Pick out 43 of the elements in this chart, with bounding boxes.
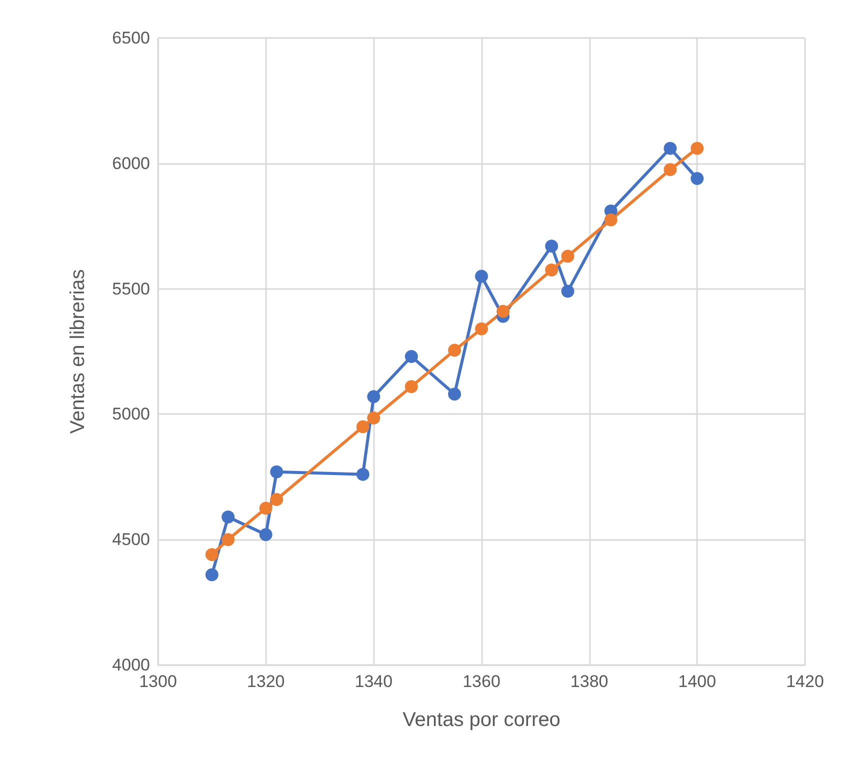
x-axis-title: Ventas por correo xyxy=(402,709,560,731)
point xyxy=(690,142,704,155)
point xyxy=(545,240,558,253)
point xyxy=(664,163,677,176)
x-tick-label: 1400 xyxy=(678,672,716,691)
y-tick-label: 6000 xyxy=(112,154,150,173)
point xyxy=(270,492,284,506)
point xyxy=(448,388,462,401)
point xyxy=(561,250,574,263)
point xyxy=(404,380,418,394)
point xyxy=(496,304,510,318)
y-tick-label: 5000 xyxy=(112,404,150,424)
point xyxy=(222,510,235,524)
point xyxy=(561,284,574,298)
point xyxy=(356,468,370,481)
y-tick-label: 4000 xyxy=(112,656,150,674)
point xyxy=(222,533,235,546)
point xyxy=(259,502,272,515)
x-tick-label: 1300 xyxy=(139,672,177,691)
point xyxy=(356,420,370,434)
point xyxy=(448,344,462,357)
x-tick-label: 1340 xyxy=(354,672,393,691)
point xyxy=(664,142,677,155)
point xyxy=(545,263,558,276)
point xyxy=(475,322,488,336)
point xyxy=(205,568,218,582)
x-tick-label: 1320 xyxy=(246,672,285,691)
x-tick-label: 1420 xyxy=(786,672,824,691)
y-tick-label: 5500 xyxy=(112,279,150,298)
y-tick-label: 4500 xyxy=(112,530,150,550)
point xyxy=(475,270,488,283)
point xyxy=(367,390,380,404)
point xyxy=(270,465,284,478)
point xyxy=(367,411,380,424)
point xyxy=(604,213,618,226)
x-tick-label: 1360 xyxy=(462,672,500,691)
y-tick-label: 6500 xyxy=(112,28,150,48)
x-tick-label: 1380 xyxy=(570,672,608,691)
point xyxy=(404,350,418,364)
point xyxy=(205,548,218,562)
point xyxy=(690,172,704,185)
y-axis-title: Ventas en librerias xyxy=(67,269,89,434)
point xyxy=(259,528,272,542)
